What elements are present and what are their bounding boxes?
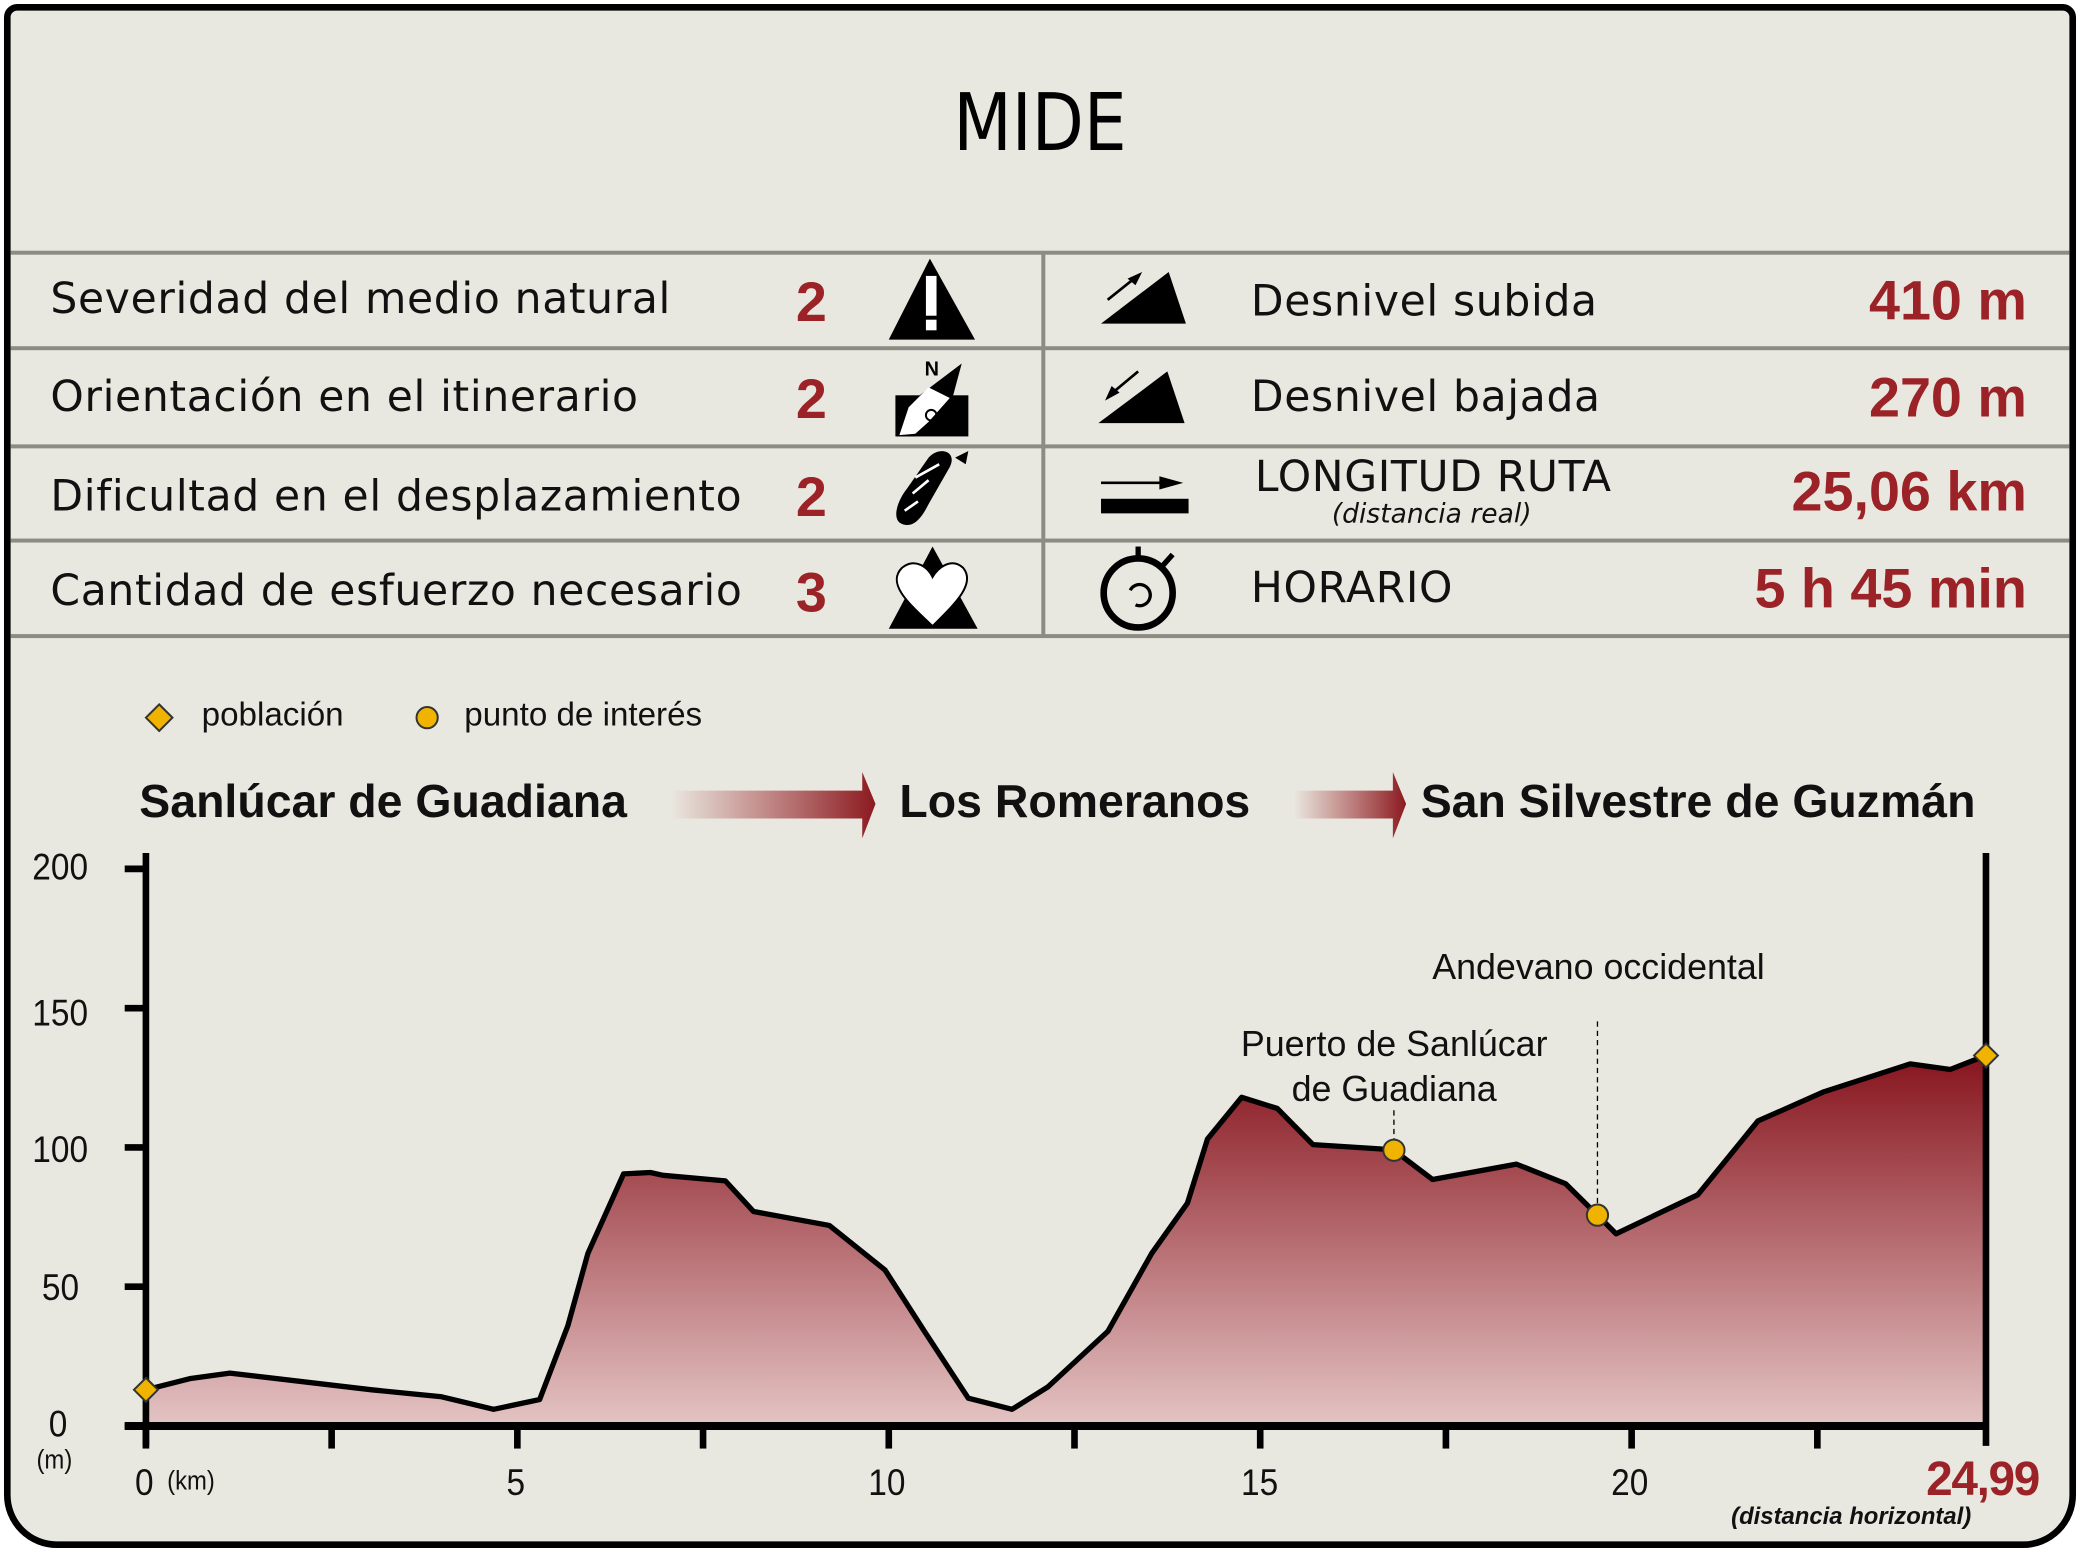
y-tick-label: 100: [32, 1128, 89, 1170]
route-arrow-icon: [669, 772, 876, 839]
divider: [10, 346, 2070, 351]
x-tick-label: 0: [135, 1461, 154, 1503]
y-axis-unit: (m): [36, 1445, 73, 1476]
stat-label-subida: Desnivel subida: [1250, 275, 1598, 327]
descent-icon: [1098, 370, 1185, 424]
warning-mountain-icon: [888, 258, 975, 340]
stat-label-horario: HORARIO: [1250, 562, 1454, 613]
profile-area: [145, 1055, 1986, 1427]
stopwatch-icon: [1100, 546, 1176, 631]
divider: [10, 538, 2070, 543]
mide-value-dificultad: 2: [795, 465, 827, 528]
x-tick-label: 15: [1241, 1461, 1279, 1503]
route-start: Sanlúcar de Guadiana: [139, 776, 627, 828]
svg-text:N: N: [925, 358, 939, 380]
total-distance-sublabel: (distancia horizontal): [1731, 1502, 1972, 1530]
stat-value-longitud: 25,06 km: [1791, 460, 2027, 523]
poi-marker: [1585, 1203, 1610, 1227]
mide-label-dificultad: Dificultad en el desplazamiento: [50, 470, 743, 522]
compass-north-icon: N: [895, 358, 969, 437]
stat-label-bajada: Desnivel bajada: [1250, 371, 1601, 422]
page-title: MIDE: [953, 76, 1127, 170]
y-tick-label: 200: [32, 846, 89, 888]
town-marker: [1972, 1042, 2000, 1069]
stat-value-subida: 410 m: [1868, 269, 2027, 332]
poi-label-andevano: Andevano occidental: [1432, 947, 1765, 987]
mide-label-orientacion: Orientación en el itinerario: [50, 371, 639, 422]
stat-value-horario: 5 h 45 min: [1754, 557, 2027, 620]
divider: [10, 634, 2070, 639]
poi-marker: [1382, 1138, 1406, 1162]
mide-value-esfuerzo: 3: [795, 561, 827, 624]
legend-poi-label: punto de interés: [464, 696, 703, 734]
distance-icon: [1101, 476, 1189, 514]
poi-marker-icon: [415, 706, 439, 730]
divider: [1041, 252, 1046, 637]
x-tick-label: 10: [868, 1461, 906, 1503]
divider: [10, 444, 2070, 449]
mide-label-severidad: Severidad del medio natural: [50, 273, 671, 324]
mide-label-esfuerzo: Cantidad de esfuerzo necesario: [50, 565, 743, 616]
route-end: San Silvestre de Guzmán: [1420, 776, 1976, 828]
total-distance-label: 24,99: [1926, 1451, 2040, 1506]
town-marker-icon: [144, 702, 174, 733]
legend-town-label: población: [201, 696, 344, 734]
y-tick-label: 0: [48, 1403, 68, 1445]
ascent-icon: [1101, 271, 1186, 324]
divider: [10, 250, 2070, 255]
y-tick-label: 150: [32, 992, 89, 1034]
poi-label-puerto: Puerto de Sanlúcar de Guadiana: [1240, 1024, 1548, 1109]
profile-line: [145, 1053, 1987, 1412]
stat-sublabel-longitud: (distancia real): [1331, 497, 1532, 530]
stat-label-longitud: LONGITUD RUTA: [1254, 451, 1612, 502]
town-marker: [132, 1376, 160, 1404]
heart-mountain-icon: [888, 546, 978, 629]
footprint-icon: [896, 451, 969, 525]
route-middle: Los Romeranos: [899, 776, 1251, 828]
x-tick-label: 20: [1611, 1461, 1649, 1503]
y-tick-label: 50: [41, 1266, 80, 1308]
x-tick-label: 5: [506, 1461, 526, 1503]
mide-value-orientacion: 2: [795, 367, 827, 430]
route-arrow-icon: [1293, 772, 1407, 839]
mide-value-severidad: 2: [795, 270, 827, 333]
stat-value-bajada: 270 m: [1868, 366, 2027, 429]
x-axis-unit: (km): [167, 1467, 215, 1497]
